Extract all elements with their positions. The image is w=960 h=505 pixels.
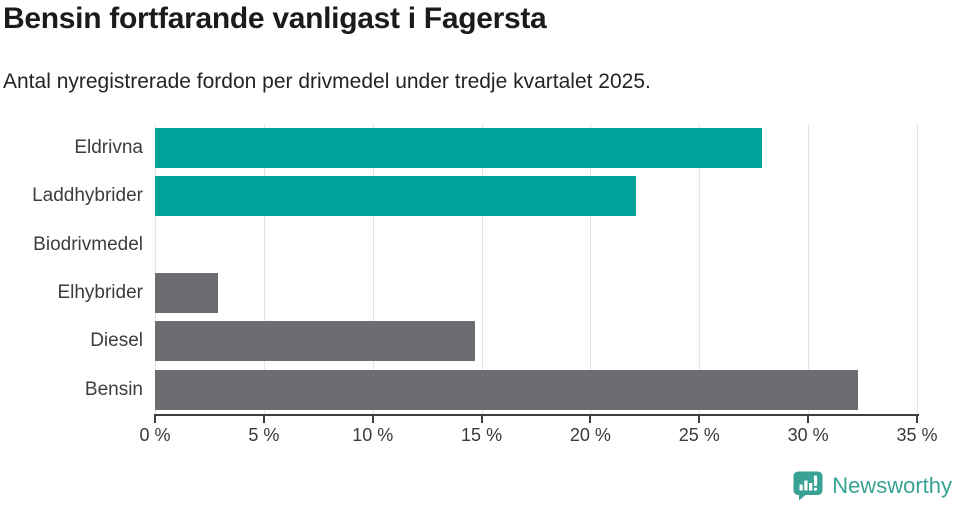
bar-row — [155, 317, 917, 365]
bar-rows — [155, 124, 917, 414]
brand-name: Newsworthy — [832, 473, 952, 498]
x-tick-label: 15 % — [461, 425, 503, 445]
category-label: Biodrivmedel — [33, 233, 143, 255]
x-tick-label: 0 % — [139, 425, 171, 445]
x-tick — [262, 416, 265, 423]
gridline — [155, 124, 156, 414]
gridline — [808, 124, 810, 414]
bar-elhybrider — [155, 273, 219, 314]
gridline — [481, 124, 483, 414]
category-label: Bensin — [84, 378, 143, 400]
x-tick-label: 25 % — [678, 425, 720, 445]
x-tick-label: 35 % — [896, 425, 938, 445]
x-axis-tick-labels: 0 % 5 % 10 % 15 % 20 % 25 % 30 % 35 % — [139, 425, 937, 447]
bar-row — [155, 172, 917, 220]
category-label: Diesel — [90, 330, 143, 352]
bar-row — [155, 269, 917, 317]
x-tick — [589, 416, 592, 423]
x-tick-label: 20 % — [569, 425, 611, 445]
x-tick — [371, 416, 374, 423]
category-label: Eldrivna — [74, 137, 143, 159]
bar-laddhybrider — [155, 176, 637, 217]
gridline — [917, 124, 918, 414]
category-axis-labels: Eldrivna Laddhybrider Biodrivmedel Elhybrid… — [0, 124, 143, 414]
x-tick — [154, 416, 156, 423]
bar-diesel — [155, 321, 476, 362]
chart-subtitle: Antal nyregistrerade fordon per drivmede… — [3, 70, 651, 93]
category-label: Elhybrider — [57, 282, 143, 304]
category-label: Laddhybrider — [32, 185, 143, 207]
bar-row — [155, 124, 917, 172]
x-tick — [480, 416, 483, 423]
bar-bensin — [155, 369, 859, 410]
x-tick-label: 5 % — [248, 425, 280, 445]
x-axis-line — [154, 414, 919, 416]
gridline — [699, 124, 701, 414]
x-tick — [698, 416, 701, 423]
bar-eldrivna — [155, 128, 763, 169]
bar-row — [155, 221, 917, 269]
x-tick-label: 10 % — [352, 425, 394, 445]
brand-logo[interactable]: Newsworthy — [792, 471, 952, 501]
x-tick-label: 30 % — [787, 425, 829, 445]
chart-title: Bensin fortfarande vanligast i Fagersta — [3, 2, 547, 35]
gridline — [372, 124, 374, 414]
x-axis-ticks — [154, 416, 918, 423]
newsworthy-logo-icon — [793, 471, 823, 501]
bar-row — [155, 366, 917, 414]
plot-area — [155, 124, 918, 414]
x-tick — [916, 416, 918, 423]
x-tick — [807, 416, 810, 423]
gridline — [263, 124, 265, 414]
gridline — [590, 124, 592, 414]
